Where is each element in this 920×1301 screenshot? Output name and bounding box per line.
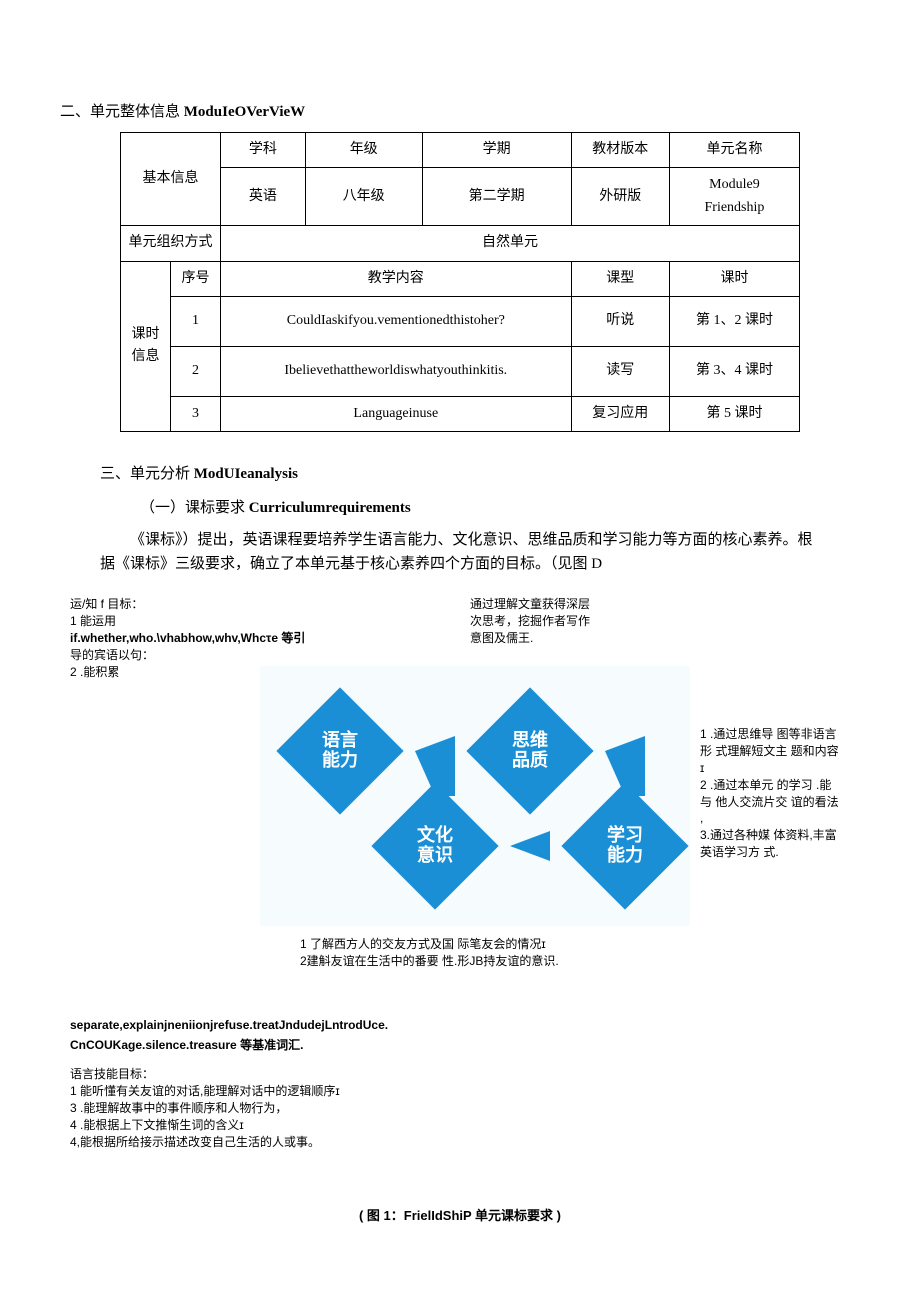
goal-right: 1 .通过思维导 图等非语言形 式理解短文主 题和内容ɪ 2 .通过本单元 的学… xyxy=(700,726,840,860)
th-content: 教学内容 xyxy=(221,261,572,296)
skill-4: 4,能根据所给接示描述改变自己生活的人或事。 xyxy=(70,1134,570,1151)
section2-title-cn: 二、单元整体信息 xyxy=(60,104,184,120)
arrows xyxy=(260,666,690,926)
section2-title: 二、单元整体信息 ModuIeOVerVieW xyxy=(60,100,860,124)
tr-l1: 通过理解文童获得深层 xyxy=(470,596,670,613)
td-type: 听说 xyxy=(571,296,669,346)
skill-1: 1 能听懂有关友谊的对话,能理解对话中的逻辑顺序ɪ xyxy=(70,1083,570,1100)
figure-caption: ( 图 1：FrielIdShiP 单元课标要求 ) xyxy=(60,1206,860,1227)
th-subject: 学科 xyxy=(221,133,306,168)
tr-l2: 次思考，挖掘作者写作 xyxy=(470,613,670,630)
overview-table: 基本信息 学科 年级 学期 教材版本 单元名称 英语 八年级 第二学期 外研版 … xyxy=(120,132,800,432)
th-term: 学期 xyxy=(422,133,571,168)
td-time: 第 5 课时 xyxy=(669,396,799,431)
th-grade: 年级 xyxy=(305,133,422,168)
td-no: 1 xyxy=(171,296,221,346)
org-label: 单元组织方式 xyxy=(121,226,221,261)
goal-bottom-center: 1 了解西方人的交友方式及国 际笔友会的情况ɪ 2建斛友谊在生活中的番要 性.形… xyxy=(300,936,560,970)
section3-title-cn: 三、单元分析 xyxy=(100,466,194,482)
th-no: 序号 xyxy=(171,261,221,296)
skills-block: 语言技能目标： 1 能听懂有关友谊的对话,能理解对话中的逻辑顺序ɪ 3 .能理解… xyxy=(70,1066,570,1150)
td-no: 2 xyxy=(171,346,221,396)
td-subject: 英语 xyxy=(221,168,306,226)
org-value: 自然单元 xyxy=(221,226,800,261)
td-type: 读写 xyxy=(571,346,669,396)
sub1-cn: （一）课标要求 xyxy=(140,500,249,516)
section2-title-en: ModuIeOVerVieW xyxy=(184,104,305,120)
r-l2: 2 .通过本单元 的学习 .能与 他人交流片交 谊的看法 , xyxy=(700,777,840,827)
table-row: 课时信息 序号 教学内容 课型 课时 xyxy=(121,261,800,296)
table-row: 单元组织方式 自然单元 xyxy=(121,226,800,261)
td-content: CouldIaskifyou.vementionedthistoher? xyxy=(221,296,572,346)
td-unit: Module9 Friendship xyxy=(669,168,799,226)
goal-top-right: 通过理解文童获得深层 次思考，挖掘作者写作 意图及儒王. xyxy=(470,596,670,646)
table-row: 3 Languageinuse 复习应用 第 5 课时 xyxy=(121,396,800,431)
tl-l4: 导的宾语以句： xyxy=(70,647,330,664)
table-header-row: 基本信息 学科 年级 学期 教材版本 单元名称 xyxy=(121,133,800,168)
skill-2: 3 .能理解故事中的事件顺序和人物行为， xyxy=(70,1100,570,1117)
tl-l1: 运/知 f 目标： xyxy=(70,596,330,613)
table-row: 2 Ibelievethattheworldiswhatyouthinkitis… xyxy=(121,346,800,396)
th-time: 课时 xyxy=(669,261,799,296)
td-type: 复习应用 xyxy=(571,396,669,431)
basic-info-label: 基本信息 xyxy=(121,133,221,226)
section3-title: 三、单元分析 ModUIeanalysis xyxy=(100,462,860,486)
r-l1: 1 .通过思维导 图等非语言形 式理解短文主 题和内容ɪ xyxy=(700,726,840,776)
section3-title-en: ModUIeanalysis xyxy=(194,466,298,482)
section3-sub1: （一）课标要求 Curriculumrequirements xyxy=(140,496,860,520)
td-content: Languageinuse xyxy=(221,396,572,431)
section3-para: 《课标》）提出，英语课程要培养学生语言能力、文化意识、思维品质和学习能力等方面的… xyxy=(100,528,820,576)
td-version: 外研版 xyxy=(571,168,669,226)
tl-l3: if.whether,who.\vhabhow,whv,Whcτe 等引 xyxy=(70,630,330,647)
skill-3: 4 .能根据上下文推惭生词的含义ɪ xyxy=(70,1117,570,1134)
td-term: 第二学期 xyxy=(422,168,571,226)
bc-l2: 2建斛友谊在生活中的番要 性.形JB持友谊的意识. xyxy=(300,953,560,970)
diamond-chart: 语言 能力 思维 品质 文化 意识 学习 能力 xyxy=(260,666,690,926)
tl-l2: 1 能运用 xyxy=(70,613,330,630)
table-row: 英语 八年级 第二学期 外研版 Module9 Friendship xyxy=(121,168,800,226)
vocab-text: separate,explainjneniionjrefuse.treatJnd… xyxy=(70,1016,570,1054)
lesson-info-label: 课时信息 xyxy=(121,261,171,432)
td-time: 第 1、2 课时 xyxy=(669,296,799,346)
td-no: 3 xyxy=(171,396,221,431)
th-type: 课型 xyxy=(571,261,669,296)
bc-l1: 1 了解西方人的交友方式及国 际笔友会的情况ɪ xyxy=(300,936,560,953)
skills-hd: 语言技能目标： xyxy=(70,1066,570,1083)
th-unit: 单元名称 xyxy=(669,133,799,168)
core-competency-diagram: 运/知 f 目标： 1 能运用 if.whether,who.\vhabhow,… xyxy=(70,596,850,1196)
th-version: 教材版本 xyxy=(571,133,669,168)
r-l3: 3.通过各种媒 体资料,丰富 英语学习方 式. xyxy=(700,827,840,861)
td-grade: 八年级 xyxy=(305,168,422,226)
table-row: 1 CouldIaskifyou.vementionedthistoher? 听… xyxy=(121,296,800,346)
tr-l3: 意图及儒王. xyxy=(470,630,670,647)
td-time: 第 3、4 课时 xyxy=(669,346,799,396)
sub1-en: Curriculumrequirements xyxy=(249,500,411,516)
td-content: Ibelievethattheworldiswhatyouthinkitis. xyxy=(221,346,572,396)
